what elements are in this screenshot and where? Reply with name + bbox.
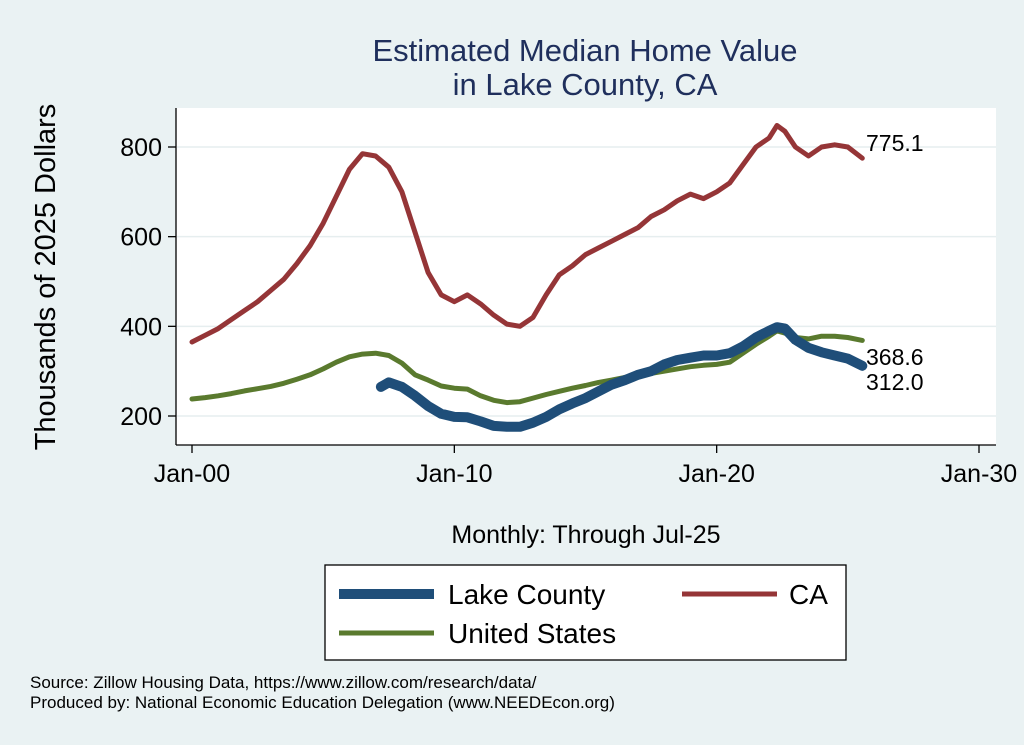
plot-area bbox=[176, 108, 996, 445]
x-axis-ticks: Jan-00 Jan-10 Jan-20 Jan-30 bbox=[154, 445, 1017, 488]
y-tick-label-200: 200 bbox=[120, 403, 162, 431]
chart-title-line-1: Estimated Median Home Value bbox=[372, 33, 797, 68]
y-tick-label-600: 600 bbox=[120, 224, 162, 252]
x-axis-label: Monthly: Through Jul-25 bbox=[451, 521, 720, 549]
end-label-ca: 775.1 bbox=[866, 130, 924, 156]
series-line-lake-county bbox=[375, 322, 868, 432]
y-axis-ticks: 200 400 600 800 bbox=[120, 134, 176, 431]
legend-label-united-states: United States bbox=[448, 618, 616, 649]
source-note: Source: Zillow Housing Data, https://www… bbox=[30, 673, 615, 713]
end-label-lake-county: 312.0 bbox=[866, 369, 924, 395]
legend-label-lake-county: Lake County bbox=[448, 579, 605, 610]
x-tick-label-Jan-20: Jan-20 bbox=[678, 460, 754, 488]
source-line: Source: Zillow Housing Data, https://www… bbox=[30, 673, 537, 692]
chart-title-line-2: in Lake County, CA bbox=[453, 67, 718, 102]
y-tick-label-800: 800 bbox=[120, 134, 162, 162]
y-tick-label-400: 400 bbox=[120, 313, 162, 341]
x-tick-label-Jan-30: Jan-30 bbox=[941, 460, 1017, 488]
series-line-ca bbox=[189, 123, 865, 345]
series-lines bbox=[189, 123, 868, 432]
x-tick-label-Jan-10: Jan-10 bbox=[416, 460, 492, 488]
series-line-united-states bbox=[189, 328, 865, 406]
legend-label-ca: CA bbox=[789, 579, 828, 610]
producer-line: Produced by: National Economic Education… bbox=[30, 693, 615, 712]
end-label-united-states: 368.6 bbox=[866, 344, 924, 370]
legend-box bbox=[324, 564, 847, 661]
y-axis-label: Thousands of 2025 Dollars bbox=[30, 104, 62, 451]
x-tick-label-Jan-00: Jan-00 bbox=[154, 460, 230, 488]
